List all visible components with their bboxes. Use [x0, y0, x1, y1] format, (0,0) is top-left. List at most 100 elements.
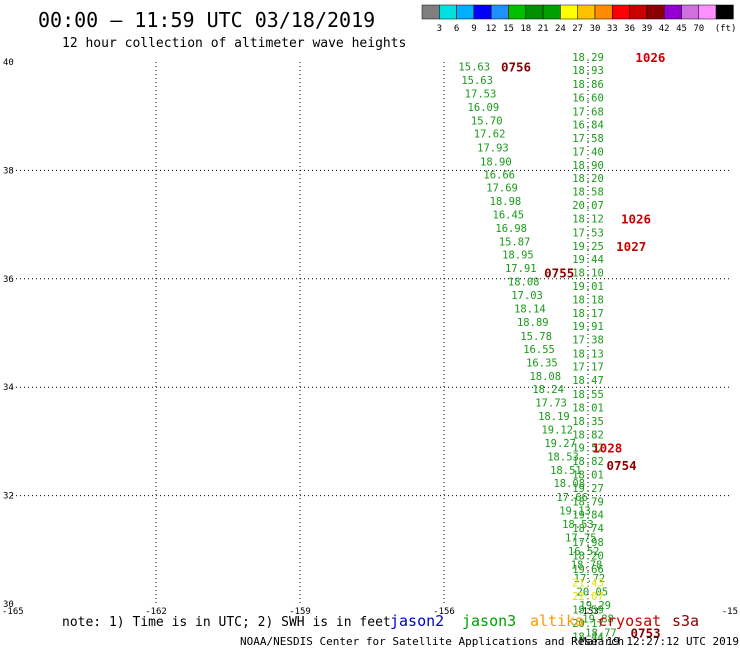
- wave-height-label: 16.66: [483, 169, 515, 181]
- colorbar-swatch: [715, 4, 734, 20]
- chart-title: 00:00 — 11:59 UTC 03/18/2019: [38, 8, 375, 32]
- x-tick-label: -159: [289, 607, 311, 617]
- wave-height-label: 17.72: [574, 573, 606, 585]
- wave-height-label: 17.62: [474, 129, 506, 141]
- wave-height-label: 16.09: [468, 102, 500, 114]
- wave-height-label: 18.13: [572, 349, 604, 361]
- y-tick-label: 36: [3, 275, 14, 285]
- wave-height-label: 19.66: [572, 564, 604, 576]
- colorbar-swatch: [594, 4, 613, 20]
- mission-cryosat: cryosat: [598, 612, 661, 630]
- footnote: note: 1) Time is in UTC; 2) SWH is in fe…: [62, 615, 391, 630]
- colorbar-label: 21: [538, 24, 549, 34]
- colorbar-label: 70: [693, 24, 704, 34]
- colorbar-swatch: [421, 4, 440, 20]
- wave-height-label: 18.08: [508, 277, 540, 289]
- wave-height-label: 18.01: [572, 402, 604, 414]
- colorbar-swatch: [698, 4, 717, 20]
- wave-height-label: 19.25: [572, 241, 604, 253]
- wave-height-label: 17.91: [505, 263, 537, 275]
- wave-height-label: 18.14: [514, 304, 546, 316]
- wave-height-label: 20.05: [577, 587, 609, 599]
- mission-jason3: jason3: [462, 612, 516, 630]
- colorbar-swatch: [508, 4, 527, 20]
- wave-height-label: 15.87: [499, 236, 531, 248]
- wave-height-label: 18.01: [572, 470, 604, 482]
- wave-height-label: 15.78: [520, 331, 552, 343]
- wave-height-label: 16.98: [495, 223, 527, 235]
- pass-time-label: 1027: [616, 239, 646, 254]
- colorbar-swatch: [456, 4, 475, 20]
- wave-height-label: 15.63: [458, 61, 490, 73]
- wave-height-label: 18.90: [480, 156, 512, 168]
- colorbar-label: 45: [676, 24, 687, 34]
- wave-height-label: 19.59: [572, 605, 604, 617]
- wave-height-label: 18.08: [553, 478, 585, 490]
- wave-height-label: 18.24: [532, 384, 564, 396]
- time-labels: 0756 1026 1026 1027 0755 1028 0754 0753: [501, 50, 666, 640]
- wave-height-label: 17.53: [572, 227, 604, 239]
- wave-height-label: 16.52: [568, 546, 600, 558]
- wave-height-label: 16.84: [572, 119, 604, 131]
- pass-time-label: 0754: [607, 458, 637, 473]
- wave-height-label: 20.07: [572, 200, 604, 212]
- wave-height-label: 18.86: [572, 79, 604, 91]
- colorbar-label: 27: [572, 24, 583, 34]
- colorbar-label: 6: [454, 24, 459, 34]
- wave-height-label: 17.66: [556, 492, 588, 504]
- colorbar-label: 9: [471, 24, 476, 34]
- wave-height-label: 19.84: [572, 510, 604, 522]
- wave-height-label: 18.82: [572, 456, 604, 468]
- wave-height-label: 18.10: [572, 267, 604, 279]
- wave-height-label: 19.12: [541, 425, 573, 437]
- axis-tick-labels: -165 -162 -159 -156 -153 -15 30 32 34 36 38 40: [2, 58, 738, 617]
- colorbar-swatch: [629, 4, 648, 20]
- colorbar-swatch: [663, 4, 682, 20]
- wave-height-label: 19.29: [579, 600, 611, 612]
- pass-time-label: 0756: [501, 59, 531, 74]
- wave-height-label: 18.89: [517, 317, 549, 329]
- colorbar-label: 39: [641, 24, 652, 34]
- wave-height-label: 18.82: [572, 429, 604, 441]
- wave-height-label: 18.90: [572, 160, 604, 172]
- colorbar-swatch: [577, 4, 596, 20]
- colorbar-label: 18: [520, 24, 531, 34]
- wave-height-label: 18.98: [490, 196, 522, 208]
- colorbar-label: 30: [590, 24, 601, 34]
- pass-time-label: 0753: [631, 625, 661, 640]
- wave-height-label: 17.53: [465, 89, 497, 101]
- wave-height-label: 18.20: [572, 173, 604, 185]
- wave-height-label: 18.18: [572, 294, 604, 306]
- y-tick-label: 40: [3, 58, 14, 68]
- wave-height-label: 19.88: [582, 614, 614, 626]
- colorbar-swatch: [560, 4, 578, 20]
- wave-height-label: 18.29: [572, 52, 604, 64]
- wave-height-label: 17.03: [511, 290, 543, 302]
- x-tick-label: -153: [577, 607, 599, 617]
- colorbar-swatch: [473, 4, 492, 20]
- x-tick-label: -15: [722, 607, 738, 617]
- wave-height-label: 16.45: [493, 209, 525, 221]
- pass-time-label: 1026: [635, 50, 665, 65]
- colorbar-label: 42: [659, 24, 670, 34]
- credit-line: NOAA/NESDIS Center for Satellite Applica…: [240, 635, 624, 648]
- chart-subtitle: 12 hour collection of altimeter wave hei…: [62, 36, 406, 51]
- colorbar-swatch: [542, 4, 561, 20]
- wave-height-label: 17.69: [486, 182, 518, 194]
- wave-height-label: 17.58: [572, 133, 604, 145]
- wave-height-label: 18.51: [550, 465, 582, 477]
- wave-height-label: 19.91: [572, 321, 604, 333]
- colorbar-swatch: [439, 4, 457, 20]
- wave-height-label: 18.93: [572, 65, 604, 77]
- wave-height-label: 17.17: [572, 362, 604, 374]
- mission-legend: jason2 jason3 altika cryosat s3a: [390, 612, 699, 630]
- wave-height-label: 18.44: [572, 632, 604, 644]
- y-tick-label: 30: [3, 600, 14, 610]
- wave-height-label: 18.35: [572, 416, 604, 428]
- wave-height-label: 16.55: [523, 344, 555, 356]
- colorbar-swatch: [525, 4, 544, 20]
- wave-height-label: 18.74: [572, 523, 604, 535]
- wave-height-label: 16.60: [572, 92, 604, 104]
- colorbar-label: 3: [437, 24, 442, 34]
- y-tick-label: 34: [3, 383, 14, 393]
